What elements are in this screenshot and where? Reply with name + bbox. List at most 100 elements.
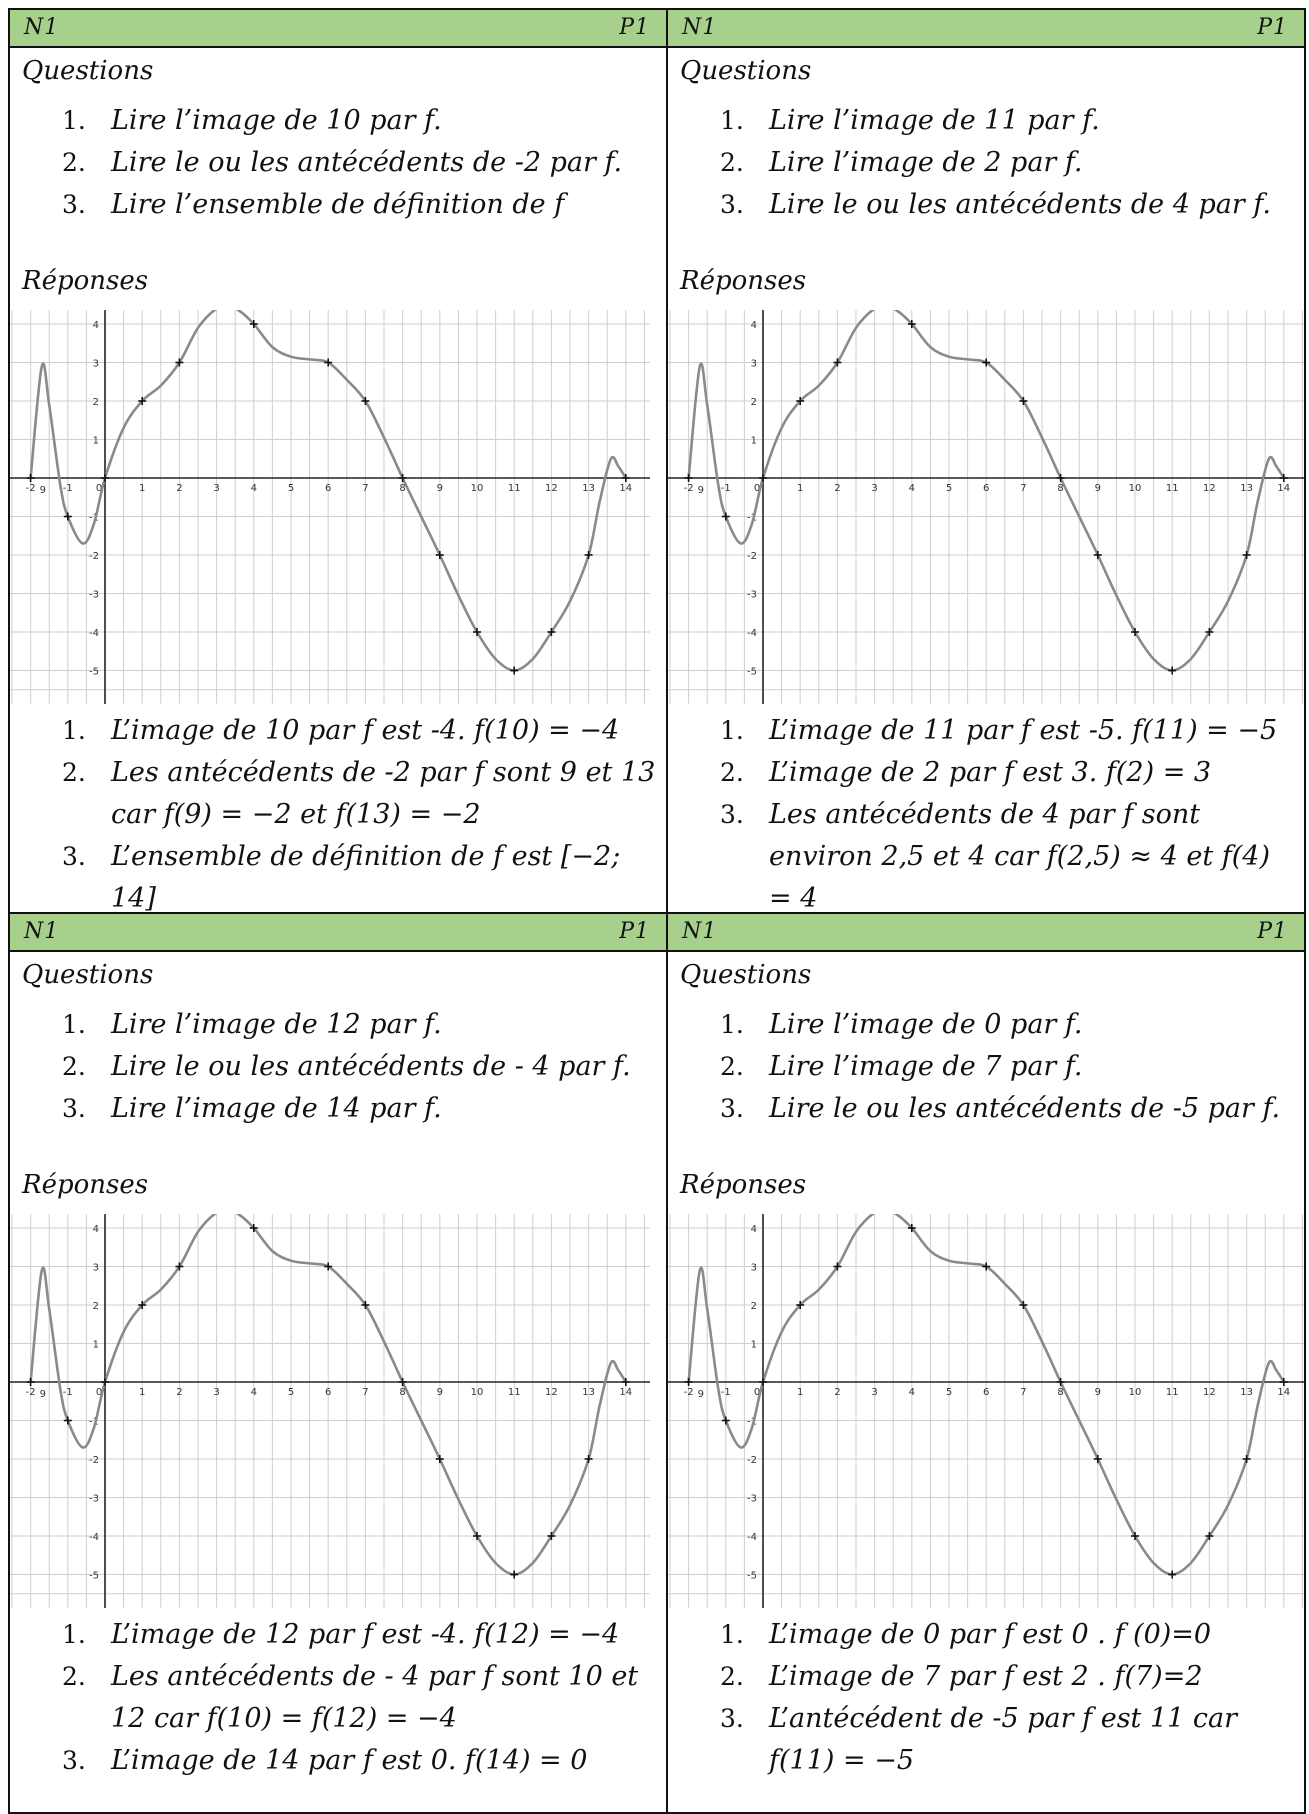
x-tick-label: 2 [834, 483, 840, 494]
x-tick-label: 10 [471, 1387, 484, 1398]
answer-text: L’image de 10 par f est -4. f(10) = −4 [111, 715, 620, 746]
card-header: N1 P1 [10, 10, 666, 48]
y-tick-label: -3 [89, 1494, 99, 1505]
x-tick-label: 10 [1129, 483, 1142, 494]
questions-list: 1. Lire l’image de 0 par f. 2. Lire l’image… [668, 1004, 1298, 1130]
answer-text: Les antécédents de 4 par f sont environ … [769, 799, 1270, 914]
x-tick-label: 12 [545, 483, 558, 494]
answer-text: L’image de 12 par f est -4. f(12) = −4 [111, 1619, 620, 1650]
question-item: 3. Lire le ou les antécédents de -5 par f… [668, 1088, 1298, 1130]
answer-text: L’ensemble de définition de f est [−2; 1… [111, 841, 621, 914]
y-tick-label: 4 [751, 320, 757, 331]
x-tick-label: 14 [619, 483, 632, 494]
marked-point [510, 666, 519, 675]
marked-point [1205, 628, 1214, 636]
question-text: Lire l’image de 2 par f. [769, 147, 1083, 178]
function-curve [29, 1214, 627, 1576]
x-tick-label: 11 [508, 483, 521, 494]
y-tick-label: 3 [93, 1263, 99, 1274]
card-header: N1 P1 [668, 914, 1304, 952]
exercise-card-3: N1 P1 Questions 1. Lire l’image de 12 par f.… [8, 912, 668, 1814]
answers-list: 1. L’image de 11 par f est -5. f(11) = −5… [668, 710, 1298, 914]
x-tick-label: 8 [1057, 1387, 1063, 1398]
exercise-card-2: N1 P1 Questions 1. Lire l’image de 11 par f.… [666, 8, 1306, 914]
answer-number: 2. [62, 1662, 86, 1691]
level-label: N1 [682, 919, 718, 944]
y-tick-label: -3 [89, 590, 99, 601]
y-tick-label: -5 [747, 667, 757, 678]
question-number: 2. [720, 148, 744, 177]
x-tick-label: 8 [1057, 483, 1063, 494]
y-tick-label: 3 [93, 359, 99, 370]
level-label: N1 [682, 15, 718, 40]
x-tick-label: 4 [909, 1387, 915, 1398]
x-tick-label: 11 [1166, 1387, 1179, 1398]
marked-point [435, 551, 444, 559]
x-tick-label: 2 [176, 483, 182, 494]
function-curve [687, 1214, 1285, 1576]
answer-number: 3. [62, 1746, 86, 1775]
function-graph: -2 -1 0 1 2 3 4 5 6 7 8 9 10 11 12 13 14 4 3 2 1 -1 -2 -3 -4 -5 9 [10, 310, 650, 710]
y-tick-label: -1 [747, 1417, 757, 1428]
marked-point [833, 1262, 842, 1271]
marked-point [473, 1532, 481, 1540]
marked-point [138, 1301, 147, 1309]
answer-text: L’image de 0 par f est 0 . f (0)=0 [769, 1619, 1212, 1650]
function-curve [687, 310, 1285, 672]
marked-point [1242, 1455, 1251, 1463]
question-text: Lire l’image de 10 par f. [111, 105, 442, 136]
answer-number: 3. [720, 800, 744, 829]
question-number: 3. [62, 1094, 86, 1123]
x-tick-label: 0 [754, 1387, 760, 1398]
answers-title: Réponses [680, 266, 807, 296]
marked-point [721, 1416, 730, 1425]
answers-title: Réponses [22, 1170, 149, 1200]
y-tick-label: -5 [89, 667, 99, 678]
x-tick-label: -2 [684, 483, 694, 494]
question-item: 2. Lire le ou les antécédents de -2 par f… [10, 142, 660, 184]
page-label: P1 [619, 15, 650, 40]
marked-point [1205, 1532, 1214, 1540]
answer-item: 1. L’image de 10 par f est -4. f(10) = −4 [10, 710, 660, 752]
x-tick-label: 14 [1277, 483, 1290, 494]
marked-point [510, 1570, 519, 1579]
x-tick-label: 7 [1020, 483, 1026, 494]
x-tick-label: 7 [1020, 1387, 1026, 1398]
question-text: Lire l’image de 14 par f. [111, 1093, 442, 1124]
question-text: Lire l’image de 11 par f. [769, 105, 1100, 136]
y-tick-label: 1 [93, 436, 99, 447]
x-tick-label: -2 [26, 483, 36, 494]
marked-point [796, 1301, 805, 1309]
answer-number: 2. [720, 1662, 744, 1691]
function-graph: -2 -1 0 1 2 3 4 5 6 7 8 9 10 11 12 13 14 4 3 2 1 -1 -2 -3 -4 -5 9 [668, 310, 1304, 710]
answer-text: L’image de 2 par f est 3. f(2) = 3 [769, 757, 1212, 788]
x-tick-label: 6 [983, 483, 989, 494]
marked-point [1242, 551, 1251, 559]
y-tick-label: 2 [93, 1301, 99, 1312]
marked-point [175, 358, 184, 367]
questions-title: Questions [680, 56, 812, 86]
marked-point [1056, 1378, 1065, 1386]
answer-item: 1. L’image de 12 par f est -4. f(12) = −4 [10, 1614, 660, 1656]
answer-number: 3. [720, 1704, 744, 1733]
answers-title: Réponses [22, 266, 149, 296]
x-tick-label: 14 [1277, 1387, 1290, 1398]
x-tick-label: 10 [1129, 1387, 1142, 1398]
marked-point [1279, 1378, 1288, 1386]
y-tick-label: 3 [751, 1263, 757, 1274]
x-tick-label: 4 [251, 1387, 257, 1398]
marked-point [175, 1262, 184, 1271]
exercise-card-4: N1 P1 Questions 1. Lire l’image de 0 par f. 2… [666, 912, 1306, 1814]
marked-point [435, 1455, 444, 1463]
marked-point [982, 358, 991, 367]
y-tick-label: 1 [93, 1340, 99, 1351]
y-tick-label: -5 [89, 1571, 99, 1582]
answer-item: 2. Les antécédents de - 4 par f sont 10 e… [10, 1656, 660, 1740]
x-tick-label: 9 [1095, 1387, 1101, 1398]
question-item: 3. Lire le ou les antécédents de 4 par f. [668, 184, 1298, 226]
answer-item: 1. L’image de 11 par f est -5. f(11) = −5 [668, 710, 1298, 752]
marked-point [1019, 397, 1028, 405]
